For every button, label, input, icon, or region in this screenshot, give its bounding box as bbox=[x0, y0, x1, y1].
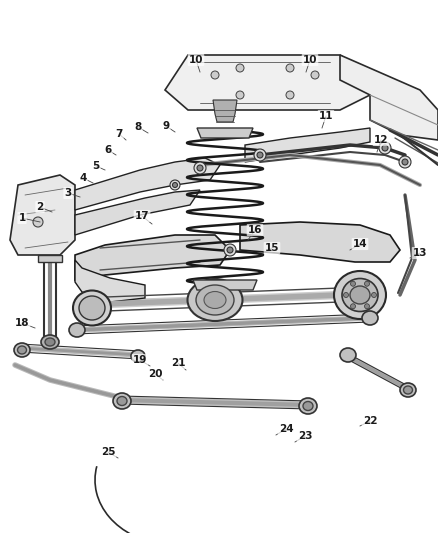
Ellipse shape bbox=[41, 335, 59, 349]
Text: 16: 16 bbox=[248, 225, 262, 235]
Circle shape bbox=[173, 182, 177, 188]
Text: 18: 18 bbox=[15, 318, 29, 328]
Text: 10: 10 bbox=[189, 55, 203, 65]
Text: 22: 22 bbox=[363, 416, 377, 426]
Polygon shape bbox=[75, 190, 200, 235]
Ellipse shape bbox=[204, 292, 226, 309]
Text: 8: 8 bbox=[134, 122, 141, 132]
Circle shape bbox=[170, 180, 180, 190]
Text: 20: 20 bbox=[148, 369, 162, 379]
Polygon shape bbox=[75, 235, 230, 280]
Circle shape bbox=[402, 159, 408, 165]
Polygon shape bbox=[193, 280, 257, 290]
Text: 19: 19 bbox=[133, 355, 147, 365]
Text: 4: 4 bbox=[79, 173, 87, 183]
Polygon shape bbox=[10, 175, 75, 255]
Text: 1: 1 bbox=[18, 213, 26, 223]
Polygon shape bbox=[240, 222, 400, 262]
Text: 11: 11 bbox=[319, 111, 333, 121]
Ellipse shape bbox=[187, 279, 243, 321]
Circle shape bbox=[227, 247, 233, 253]
Circle shape bbox=[224, 244, 236, 256]
Circle shape bbox=[364, 281, 370, 286]
Text: 3: 3 bbox=[64, 188, 72, 198]
Circle shape bbox=[236, 91, 244, 99]
Ellipse shape bbox=[196, 285, 234, 315]
Text: 24: 24 bbox=[279, 424, 293, 434]
Text: 12: 12 bbox=[374, 135, 388, 145]
Circle shape bbox=[257, 152, 263, 158]
Ellipse shape bbox=[340, 348, 356, 362]
Circle shape bbox=[286, 64, 294, 72]
Ellipse shape bbox=[342, 279, 378, 311]
Circle shape bbox=[371, 293, 377, 297]
Ellipse shape bbox=[362, 311, 378, 325]
Circle shape bbox=[211, 71, 219, 79]
Polygon shape bbox=[213, 100, 237, 122]
Text: 13: 13 bbox=[413, 248, 427, 258]
Text: 25: 25 bbox=[101, 447, 115, 457]
Polygon shape bbox=[38, 255, 62, 262]
Circle shape bbox=[379, 142, 391, 154]
Polygon shape bbox=[165, 55, 370, 110]
Ellipse shape bbox=[334, 271, 386, 319]
Circle shape bbox=[364, 304, 370, 309]
Ellipse shape bbox=[79, 296, 105, 320]
Ellipse shape bbox=[14, 343, 30, 357]
Ellipse shape bbox=[299, 398, 317, 414]
Circle shape bbox=[254, 149, 266, 161]
Circle shape bbox=[350, 281, 356, 286]
Polygon shape bbox=[340, 55, 438, 140]
Circle shape bbox=[236, 64, 244, 72]
Text: 15: 15 bbox=[265, 243, 279, 253]
Ellipse shape bbox=[117, 397, 127, 406]
Ellipse shape bbox=[73, 290, 111, 326]
Ellipse shape bbox=[69, 323, 85, 337]
Polygon shape bbox=[245, 128, 370, 162]
Circle shape bbox=[399, 156, 411, 168]
Circle shape bbox=[382, 145, 388, 151]
Text: 5: 5 bbox=[92, 161, 99, 171]
Ellipse shape bbox=[45, 338, 55, 346]
Circle shape bbox=[194, 162, 206, 174]
Text: 23: 23 bbox=[298, 431, 312, 441]
Polygon shape bbox=[197, 128, 253, 138]
Ellipse shape bbox=[403, 386, 413, 394]
Polygon shape bbox=[75, 158, 220, 210]
Ellipse shape bbox=[113, 393, 131, 409]
Text: 10: 10 bbox=[303, 55, 317, 65]
Ellipse shape bbox=[131, 350, 145, 362]
Text: 14: 14 bbox=[353, 239, 367, 249]
Text: 7: 7 bbox=[115, 129, 123, 139]
Circle shape bbox=[350, 304, 356, 309]
Text: 17: 17 bbox=[135, 211, 149, 221]
Text: 2: 2 bbox=[36, 202, 44, 212]
Polygon shape bbox=[75, 260, 145, 302]
Ellipse shape bbox=[400, 383, 416, 397]
Ellipse shape bbox=[303, 401, 313, 410]
Ellipse shape bbox=[350, 286, 370, 304]
Text: 9: 9 bbox=[162, 121, 170, 131]
Circle shape bbox=[197, 165, 203, 171]
Circle shape bbox=[343, 293, 349, 297]
Circle shape bbox=[311, 71, 319, 79]
Circle shape bbox=[286, 91, 294, 99]
Ellipse shape bbox=[18, 346, 27, 354]
Text: 6: 6 bbox=[104, 145, 112, 155]
Text: 21: 21 bbox=[171, 358, 185, 368]
Circle shape bbox=[33, 217, 43, 227]
